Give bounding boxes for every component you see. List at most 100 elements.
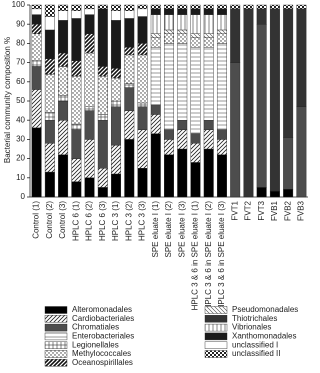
bar-segment [164, 129, 174, 140]
x-tick-label: FVT1 [230, 200, 239, 220]
y-tick-label: 20 [16, 154, 25, 163]
x-tick-label: FVB1 [270, 200, 279, 221]
bar-segment [71, 123, 82, 131]
bar-segment [71, 75, 82, 125]
bar-segment [31, 14, 42, 25]
bar-segment [137, 102, 148, 107]
x-tick-label: FVT2 [244, 200, 253, 220]
legend-label: Alteromonadales [72, 305, 132, 314]
bar-segment [177, 43, 188, 121]
y-tick-label: 70 [16, 58, 25, 67]
bar-segment [124, 110, 135, 140]
bar-segment [71, 129, 82, 159]
bar-segment [84, 4, 95, 10]
bar-segment [84, 14, 95, 35]
legend-item: Legionellales [44, 340, 119, 349]
bar-segment [283, 8, 294, 138]
bar-segment [137, 8, 148, 17]
bar-segment [137, 4, 148, 10]
bar-segment [203, 37, 214, 48]
bar-segment [137, 16, 148, 44]
bar-segment [203, 14, 214, 35]
bar-segment [58, 66, 69, 96]
legend-item: unclassified II [204, 349, 280, 358]
bar-segment [58, 154, 69, 198]
bar-segment [203, 47, 214, 121]
bar-segment [124, 4, 135, 11]
bar-segment [44, 119, 55, 144]
bar-segment [124, 83, 135, 88]
bar-segment [269, 191, 280, 198]
bar-segment [190, 37, 201, 48]
legend-swatch [44, 332, 68, 341]
legend-label: Legionellales [72, 340, 119, 349]
bar-segment [58, 10, 69, 21]
bar-segment [124, 87, 135, 111]
bar-segment [216, 8, 227, 15]
bar-segment [111, 77, 122, 102]
legend-item: Pseudomonadales [204, 305, 298, 314]
bar-segment [177, 33, 188, 44]
bar-segment [44, 73, 55, 113]
bar-segment [137, 106, 148, 131]
legend-label: Vibrionales [232, 323, 271, 332]
bar-segment [203, 119, 214, 130]
bar-segment [111, 173, 122, 198]
bar-segment [177, 8, 188, 15]
bar-segment [44, 4, 55, 17]
bar-segment [283, 4, 294, 10]
bar-segment [190, 4, 201, 10]
bar-segment [216, 14, 227, 31]
legend-label: Methylococcales [72, 349, 131, 358]
bar-segment [97, 66, 108, 77]
legend-label: Thiotrichales [232, 314, 277, 323]
x-tick-label: HPLC 3 & 6 in SPE eluate I (3) [217, 201, 226, 311]
legend-item: Enterobacteriales [44, 332, 134, 341]
y-tick-label: 40 [16, 115, 25, 124]
bar-segment [111, 106, 122, 146]
bar-segment [97, 75, 108, 115]
bar-segment [84, 52, 95, 107]
bar-segment [31, 60, 42, 67]
bar-segment [58, 52, 69, 67]
y-tick-label: 100 [12, 0, 26, 9]
bar-segment [31, 66, 42, 90]
bar-segment [164, 29, 174, 34]
bar-segment [190, 33, 201, 38]
bar-segment [137, 54, 148, 104]
bar-segment [164, 4, 174, 10]
bar-segment [164, 8, 174, 15]
bar-segment [31, 33, 42, 61]
legend-swatch [44, 350, 68, 358]
bar-segment [283, 137, 294, 190]
bar-segment [44, 171, 55, 198]
x-tick-label: HPLC 3 & 6 in SPE eluate I (2) [204, 201, 213, 311]
legend-swatch [204, 315, 228, 323]
legend-item: Xanthomonadales [204, 332, 297, 341]
legend-label: Oceanospirillales [72, 358, 133, 367]
x-tick-label: HPLC 3 (2) [124, 201, 133, 241]
bar-segment [97, 119, 108, 169]
bar-segment [203, 4, 214, 10]
x-tick-label: FVB3 [296, 200, 305, 221]
bar-segment [216, 33, 227, 44]
bar-segment [230, 62, 241, 198]
x-tick-label: HPLC 6 (3) [98, 201, 107, 241]
chart: Bacterial community composition % 0 10 20 3… [3, 0, 308, 367]
legend-swatch [204, 341, 228, 349]
legend-swatch [44, 341, 68, 349]
x-tick-label: FVB2 [283, 200, 292, 221]
bar-segment [256, 187, 267, 198]
legend-item: Chromatiales [44, 323, 119, 332]
bar-segment [44, 112, 55, 121]
bar-segment [256, 8, 267, 25]
x-tick-label: SPE eluate I (1) [151, 201, 160, 258]
x-tick-label: Control (1) [32, 201, 41, 239]
legend-swatch [44, 359, 68, 367]
bar-segment [296, 4, 307, 10]
bar-segment [137, 129, 148, 169]
bar-segment [230, 8, 241, 63]
bar-segment [243, 8, 254, 198]
legend-item: Methylococcales [44, 349, 131, 358]
y-tick-label: 10 [16, 173, 25, 182]
